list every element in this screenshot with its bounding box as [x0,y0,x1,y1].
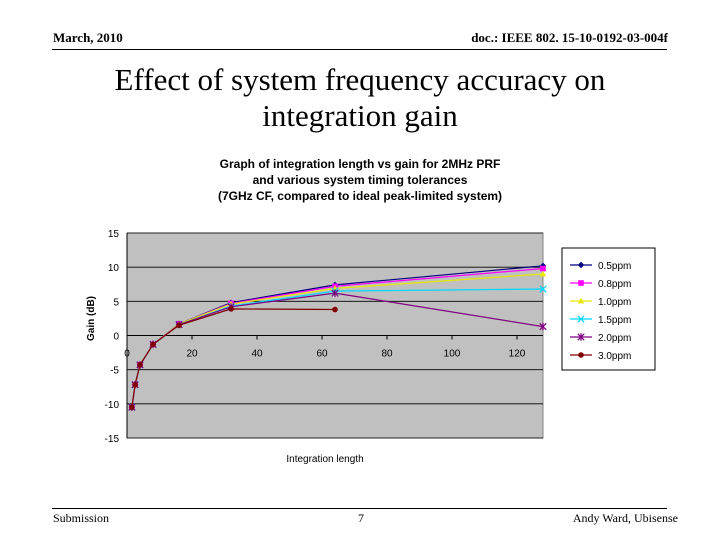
legend-label: 3.0ppm [598,351,631,362]
data-point-triangle [577,297,585,304]
x-tick-label: 80 [381,349,393,360]
y-tick-label: 15 [108,229,120,240]
data-point-circle [332,306,338,313]
data-point-asterisk [539,322,547,331]
data-point-circle [129,404,135,411]
x-tick-label: 120 [509,349,526,360]
legend-label: 1.0ppm [598,297,631,308]
chart-title-line: (7GHz CF, compared to ideal peak-limited… [218,189,502,203]
data-point-x [539,285,547,293]
header-rule [52,49,667,50]
y-tick-label: 5 [113,297,119,308]
chart-title-line: Graph of integration length vs gain for … [220,157,501,171]
data-point-circle [137,362,143,368]
data-point-circle [578,352,584,358]
x-tick-label: 40 [251,349,263,360]
series-3-0ppm [129,306,338,411]
y-tick-label: 0 [113,332,119,343]
x-tick-label: 100 [444,349,461,360]
y-tick-label: -5 [110,366,119,377]
data-point-asterisk [577,333,585,341]
y-tick-label: -15 [105,434,120,445]
footer-author: Andy Ward, Ubisense [572,511,678,525]
data-point-circle [132,381,138,388]
data-point-circle [150,341,156,348]
x-tick-label: 0 [124,349,130,360]
data-point-circle [176,322,182,329]
y-axis-label: Gain (dB) [86,296,97,341]
legend-label: 1.5ppm [598,315,631,326]
data-point-x [577,315,585,323]
legend-label: 0.8ppm [598,279,631,290]
data-point-circle [228,306,234,312]
header-doc-id: doc.: IEEE 802. 15-10-0192-03-004f [471,30,668,45]
header-date: March, 2010 [53,30,123,45]
slide-title-line-1: Effect of system frequency accuracy on [114,62,606,97]
data-point-square [540,265,546,272]
data-point-triangle [539,270,547,277]
slide-title: Effect of system frequency accuracy on i… [0,62,720,134]
slide-title-line-2: integration gain [262,98,458,133]
data-point-diamond [577,261,585,269]
legend-label: 2.0ppm [598,333,631,344]
legend-label: 0.5ppm [598,261,631,272]
y-tick-label: 10 [108,263,120,274]
x-tick-label: 60 [316,349,328,360]
data-point-square [578,280,584,286]
data-point-asterisk [331,289,339,297]
footer-submission: Submission [53,511,110,525]
y-tick-label: -10 [105,400,120,411]
footer-rule [52,508,667,509]
chart-title-line: and various system timing tolerances [253,173,468,187]
legend-box [561,247,656,371]
footer-page-number: 7 [358,511,364,525]
x-axis-label: Integration length [286,454,363,465]
x-tick-label: 20 [186,349,198,360]
